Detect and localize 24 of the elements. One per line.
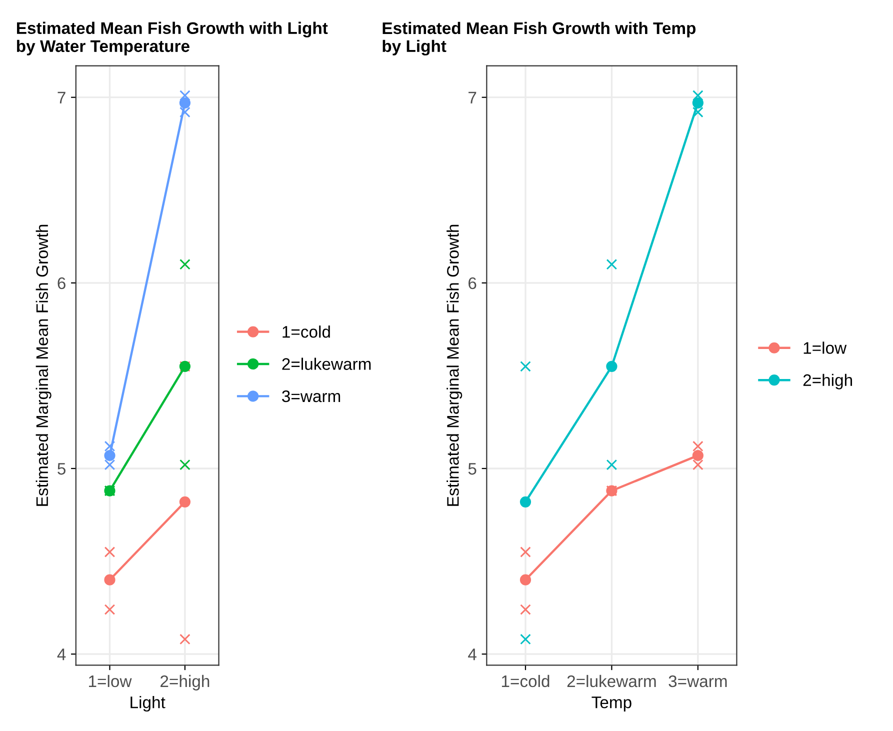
x-tick-label: 1=low: [89, 674, 132, 688]
legend-label: 2=high: [803, 374, 852, 390]
x-axis-title: Light: [130, 696, 166, 712]
y-tick-label: 6: [58, 277, 66, 290]
y-axis-title: Estimated Marginal Mean Fish Growth: [36, 224, 52, 506]
x-tick-label: 2=high: [160, 674, 210, 690]
x-tick-label: 1=cold: [502, 674, 550, 688]
legend-label: 2=lukewarm: [282, 358, 371, 370]
legend-label: 3=warm: [282, 390, 340, 402]
chart-title: Estimated Mean Fish Growth with Temp by Light: [382, 22, 696, 56]
y-tick-label: 5: [58, 463, 66, 475]
y-tick-label: 4: [57, 648, 66, 660]
chart-title: Estimated Mean Fish Growth with Light by Water Temperature: [16, 22, 328, 56]
y-tick-label: 7: [468, 92, 476, 104]
x-axis-title: Temp: [592, 696, 632, 712]
y-tick-label: 6: [468, 277, 476, 290]
y-tick-label: 4: [468, 648, 476, 660]
y-axis-title: Estimated Marginal Mean Fish Growth: [446, 224, 462, 506]
y-tick-label: 5: [468, 463, 476, 475]
x-tick-label: 3=warm: [668, 675, 727, 688]
legend-label: 1=cold: [282, 326, 330, 338]
legend-label: 1=low: [804, 342, 847, 354]
x-tick-label: 2=lukewarm: [567, 674, 656, 688]
y-tick-label: 7: [58, 92, 66, 104]
